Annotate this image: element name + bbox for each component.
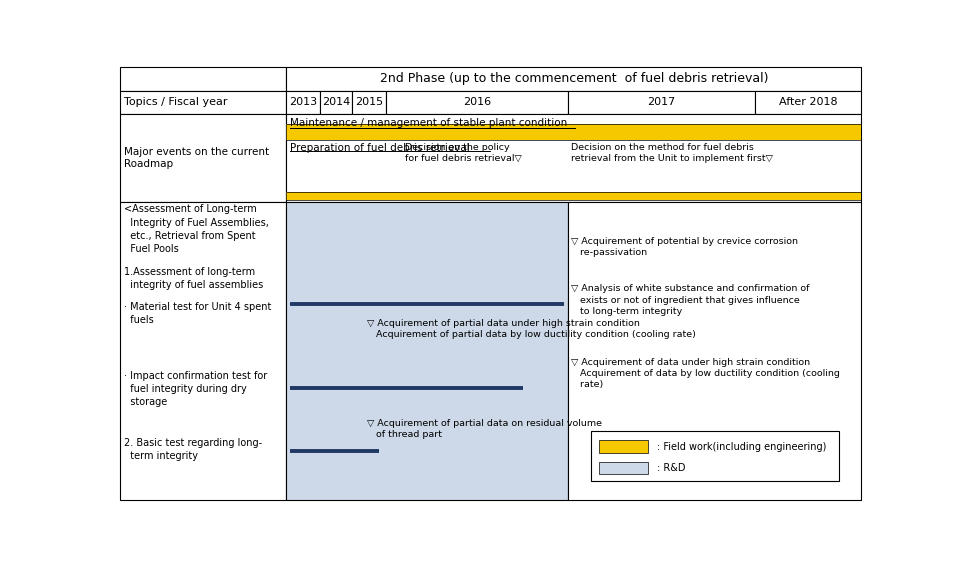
Bar bbox=[286, 202, 568, 500]
Bar bbox=[352, 90, 387, 114]
Text: Topics / Fiscal year: Topics / Fiscal year bbox=[124, 97, 228, 107]
Bar bbox=[755, 90, 861, 114]
Text: 1.Assessment of long-term
  integrity of fuel assemblies: 1.Assessment of long-term integrity of f… bbox=[124, 267, 263, 291]
Text: ▽ Acquirement of partial data on residual volume
   of thread part: ▽ Acquirement of partial data on residua… bbox=[367, 419, 602, 439]
Text: 2013: 2013 bbox=[289, 97, 317, 107]
Text: 2nd Phase (up to the commencement  of fuel debris retrieval): 2nd Phase (up to the commencement of fue… bbox=[380, 72, 768, 85]
Bar bbox=[286, 124, 861, 140]
Bar bbox=[568, 202, 861, 500]
Bar bbox=[120, 67, 286, 90]
Bar bbox=[286, 193, 861, 201]
Text: Maintenance / management of stable plant condition: Maintenance / management of stable plant… bbox=[290, 118, 568, 128]
Text: Major events on the current
Roadmap: Major events on the current Roadmap bbox=[124, 147, 269, 169]
Bar bbox=[320, 90, 352, 114]
Text: After 2018: After 2018 bbox=[779, 97, 837, 107]
Text: : Field work(including engineering): : Field work(including engineering) bbox=[657, 442, 826, 451]
Bar bbox=[286, 114, 861, 202]
Text: 2017: 2017 bbox=[647, 97, 676, 107]
Bar bbox=[568, 90, 755, 114]
Text: 2016: 2016 bbox=[463, 97, 491, 107]
Text: · Impact confirmation test for
  fuel integrity during dry
  storage: · Impact confirmation test for fuel inte… bbox=[124, 371, 267, 407]
Text: <Assessment of Long-term
  Integrity of Fuel Assemblies,
  etc., Retrieval from : <Assessment of Long-term Integrity of Fu… bbox=[124, 205, 269, 254]
Text: ▽ Acquirement of partial data under high strain condition
   Acquirement of part: ▽ Acquirement of partial data under high… bbox=[367, 319, 696, 339]
Text: : R&D: : R&D bbox=[657, 463, 685, 473]
Bar bbox=[599, 441, 648, 452]
Bar bbox=[120, 202, 286, 500]
Bar bbox=[120, 114, 286, 202]
Bar bbox=[286, 90, 320, 114]
Text: 2. Basic test regarding long-
  term integrity: 2. Basic test regarding long- term integ… bbox=[124, 438, 262, 461]
Bar bbox=[286, 193, 861, 201]
Bar bbox=[590, 431, 839, 481]
Text: ▽ Acquirement of data under high strain condition
   Acquirement of data by low : ▽ Acquirement of data under high strain … bbox=[571, 358, 840, 389]
Bar bbox=[387, 90, 568, 114]
Bar bbox=[599, 462, 648, 474]
Text: 2014: 2014 bbox=[322, 97, 350, 107]
Text: · Material test for Unit 4 spent
  fuels: · Material test for Unit 4 spent fuels bbox=[124, 302, 272, 325]
Bar bbox=[286, 67, 861, 90]
Bar bbox=[286, 124, 861, 140]
Text: ▽ Acquirement of potential by crevice corrosion
   re-passivation: ▽ Acquirement of potential by crevice co… bbox=[571, 237, 798, 257]
Text: Decision on the method for fuel debris
retrieval from the Unit to implement firs: Decision on the method for fuel debris r… bbox=[571, 143, 773, 163]
Text: Preparation of fuel debris retrieval: Preparation of fuel debris retrieval bbox=[290, 143, 470, 153]
Text: Decision on the policy
for fuel debris retrieval▽: Decision on the policy for fuel debris r… bbox=[405, 143, 522, 163]
Text: 2015: 2015 bbox=[355, 97, 383, 107]
Text: ▽ Analysis of white substance and confirmation of
   exists or not of ingredient: ▽ Analysis of white substance and confir… bbox=[571, 284, 810, 316]
Bar bbox=[120, 90, 286, 114]
